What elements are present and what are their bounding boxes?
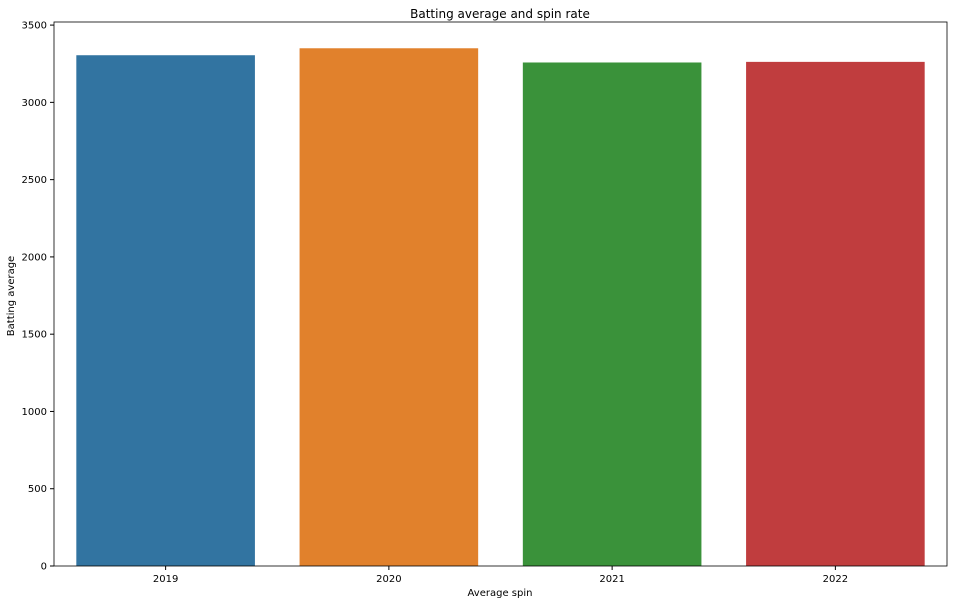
bar-2021 xyxy=(522,62,702,567)
x-tick-label: 2019 xyxy=(153,574,178,585)
bar-2022 xyxy=(746,61,925,567)
x-axis-label: Average spin xyxy=(468,588,533,599)
y-tick-label: 3000 xyxy=(22,98,47,109)
bar-2020 xyxy=(299,48,479,566)
x-tick-label: 2021 xyxy=(599,574,624,585)
y-tick-label: 1000 xyxy=(22,407,47,418)
bar-2019 xyxy=(76,55,255,566)
y-tick-label: 2000 xyxy=(22,252,47,263)
y-tick-label: 3500 xyxy=(22,21,47,32)
y-tick-label: 2500 xyxy=(22,175,47,186)
y-tick-label: 1500 xyxy=(22,330,47,341)
y-tick-label: 500 xyxy=(28,484,47,495)
plot-frame xyxy=(53,21,948,567)
axes-group: 2019 2020 2021 2022 0 500 1000 1500 2000 2500 3000… xyxy=(22,21,948,585)
x-tick-label: 2020 xyxy=(376,574,401,585)
y-tick-label: 0 xyxy=(41,562,47,573)
bars-group xyxy=(76,48,925,567)
chart-title: Batting average and spin rate xyxy=(410,7,590,21)
x-tick-label: 2022 xyxy=(823,574,848,585)
y-axis-label: Batting average xyxy=(6,256,17,336)
